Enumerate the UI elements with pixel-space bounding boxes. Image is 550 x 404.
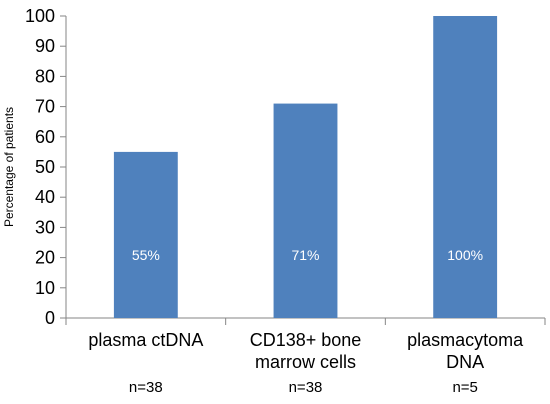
y-tick-label: 0 bbox=[45, 308, 55, 328]
y-tick-label: 100 bbox=[25, 6, 55, 26]
sample-size-label: n=5 bbox=[452, 379, 477, 396]
data-label: 55% bbox=[132, 247, 160, 263]
category-label: marrow cells bbox=[255, 352, 356, 372]
data-label: 100% bbox=[447, 247, 483, 263]
sample-size-label: n=38 bbox=[289, 379, 323, 396]
bars: 55% 71% 100% bbox=[113, 16, 498, 318]
y-tick-label: 60 bbox=[35, 127, 55, 147]
y-tick-label: 50 bbox=[35, 157, 55, 177]
category-label: plasmacytoma bbox=[407, 330, 524, 350]
category-label: plasma ctDNA bbox=[88, 330, 203, 350]
data-label: 71% bbox=[291, 247, 319, 263]
y-tick-label: 20 bbox=[35, 248, 55, 268]
y-axis: 0 10 20 30 40 50 60 70 80 90 100 bbox=[25, 6, 67, 328]
y-tick-label: 10 bbox=[35, 278, 55, 298]
category-label: CD138+ bone bbox=[250, 330, 362, 350]
y-tick-label: 80 bbox=[35, 66, 55, 86]
y-tick-label: 90 bbox=[35, 36, 55, 56]
x-axis bbox=[65, 317, 546, 325]
bar bbox=[273, 103, 338, 318]
y-tick-label: 70 bbox=[35, 97, 55, 117]
y-tick-label: 40 bbox=[35, 187, 55, 207]
y-axis-label: Percentage of patients bbox=[2, 107, 16, 227]
category-label: DNA bbox=[446, 352, 484, 372]
sample-size-label: n=38 bbox=[129, 379, 163, 396]
bar bbox=[113, 151, 178, 318]
bar bbox=[433, 16, 498, 318]
y-tick-label: 30 bbox=[35, 217, 55, 237]
